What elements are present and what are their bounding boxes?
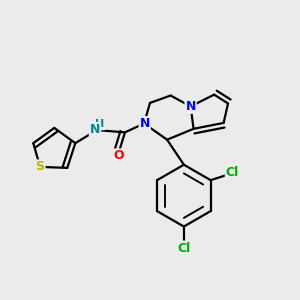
Text: H: H — [95, 119, 105, 129]
Text: Cl: Cl — [177, 242, 190, 254]
Text: N: N — [140, 117, 150, 130]
Text: O: O — [114, 149, 124, 162]
Text: Cl: Cl — [226, 166, 239, 179]
Text: N: N — [185, 100, 196, 113]
Text: N: N — [90, 123, 100, 136]
Text: S: S — [36, 160, 45, 173]
